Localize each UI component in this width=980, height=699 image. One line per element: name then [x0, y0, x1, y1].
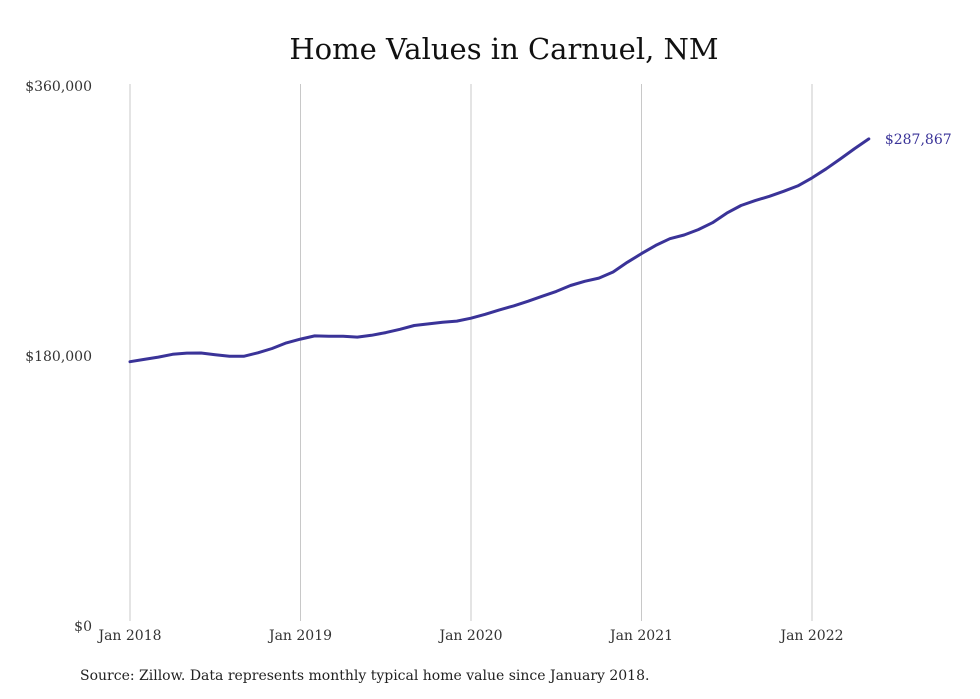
y-tick-label: $180,000 [25, 349, 92, 365]
x-tick-label: Jan 2022 [778, 628, 843, 644]
x-tick-label: Jan 2020 [437, 628, 502, 644]
source-note: Source: Zillow. Data represents monthly … [80, 668, 650, 684]
x-tick-label: Jan 2018 [96, 628, 161, 644]
x-tick-label: Jan 2019 [267, 628, 332, 644]
y-tick-label: $360,000 [25, 79, 92, 95]
end-value-label: $287,867 [885, 132, 952, 148]
x-tick-label: Jan 2021 [608, 628, 673, 644]
series-line [128, 137, 871, 364]
chart-title: Home Values in Carnuel, NM [289, 32, 719, 66]
y-tick-label: $0 [74, 619, 92, 635]
